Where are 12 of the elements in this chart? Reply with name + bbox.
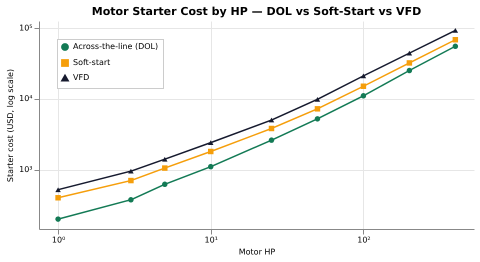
x-tick-label: 10¹ (204, 236, 218, 244)
legend-label: Across-the-line (DOL) (73, 42, 158, 51)
legend-label: Soft-start (73, 58, 110, 67)
x-tick-label: 10² (357, 236, 371, 244)
y-axis-title: Starter cost (USD, log scale) (6, 68, 16, 182)
y-tick-label: 10³ (19, 165, 32, 174)
chart-title: Motor Starter Cost by HP — DOL vs Soft-Start vs VFD (92, 5, 422, 18)
x-axis-title: Motor HP (238, 248, 276, 256)
x-tick-label: 10⁰ (52, 236, 66, 244)
y-tick-label: 10⁴ (19, 94, 32, 104)
y-tick-label: 10⁵ (19, 23, 32, 32)
legend-label: VFD (73, 73, 90, 82)
